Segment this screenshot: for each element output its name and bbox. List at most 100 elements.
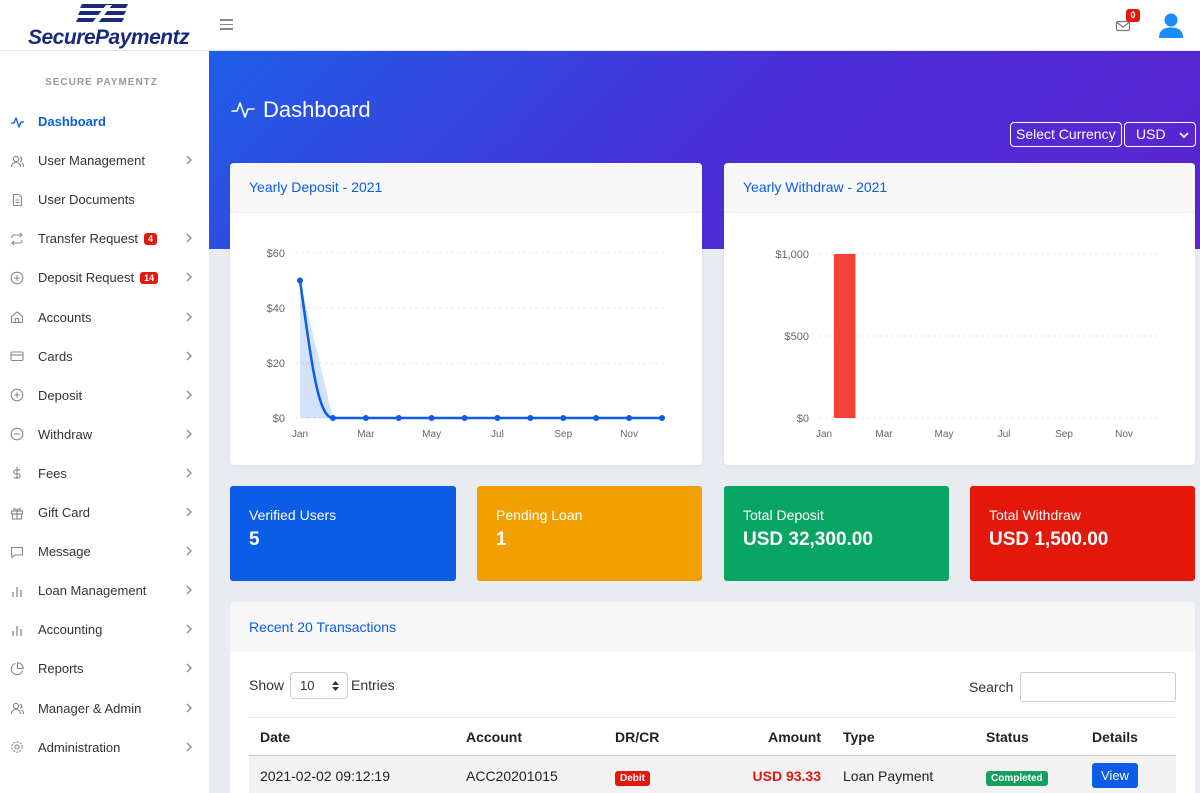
- stat-label: Pending Loan: [496, 507, 583, 523]
- stat-verified-users[interactable]: Verified Users 5: [230, 486, 456, 581]
- pie-chart-icon: [10, 662, 24, 676]
- currency-select[interactable]: USD: [1124, 122, 1196, 147]
- sidebar-item-deposit[interactable]: Deposit: [0, 376, 209, 415]
- x-tick-label: Jan: [816, 429, 832, 440]
- chevron-right-icon: [186, 272, 192, 282]
- table-controls: Show 10 Entries Search: [249, 672, 1176, 702]
- activity-icon: [10, 115, 24, 129]
- sidebar-item-label: Deposit Request: [38, 270, 135, 286]
- sidebar-item-accounting[interactable]: Accounting: [0, 610, 209, 649]
- y-tick-label: $20: [267, 358, 285, 370]
- plus-circle-icon: [10, 388, 24, 402]
- col-details[interactable]: Details: [1081, 717, 1176, 756]
- sidebar-item-user-documents[interactable]: User Documents: [0, 180, 209, 219]
- sidebar-item-reports[interactable]: Reports: [0, 649, 209, 688]
- sidebar-item-withdraw[interactable]: Withdraw: [0, 415, 209, 454]
- bar-chart-icon: [10, 584, 24, 598]
- table-row: 2021-02-02 09:12:19 ACC20201015 Debit US…: [249, 755, 1176, 793]
- series-line: [298, 280, 662, 420]
- chevron-right-icon: [186, 390, 192, 400]
- plus-circle-icon: [10, 271, 24, 285]
- stat-value: USD 1,500.00: [989, 529, 1109, 550]
- settings-icon: [10, 740, 24, 754]
- chevron-right-icon: [186, 742, 192, 752]
- yearly-withdraw-card: Yearly Withdraw - 2021 $0 $500 $1,000 Jan Ma…: [724, 163, 1195, 465]
- transactions-table: Date Account DR/CR Amount Type Status De…: [249, 717, 1176, 793]
- col-drcr[interactable]: DR/CR: [604, 717, 684, 756]
- sidebar-item-label: Transfer Request: [38, 231, 138, 247]
- col-type[interactable]: Type: [832, 717, 975, 756]
- data-point: [297, 277, 303, 284]
- sidebar-item-label: User Documents: [38, 192, 135, 208]
- col-status[interactable]: Status: [975, 717, 1081, 756]
- chevron-right-icon: [186, 703, 192, 712]
- user-avatar-icon[interactable]: [1156, 10, 1186, 40]
- brand-name: SecurePaymentz: [28, 26, 190, 49]
- home-icon: [10, 310, 24, 324]
- debit-badge: Debit: [615, 770, 650, 786]
- chevron-right-icon: [186, 468, 192, 478]
- cell-amount: USD 93.33: [684, 755, 832, 793]
- stat-value: USD 32,300.00: [743, 529, 873, 550]
- logo[interactable]: SecurePaymentz: [28, 2, 190, 49]
- logo-mark-icon: [76, 4, 128, 23]
- chevron-right-icon: [186, 663, 192, 673]
- chevron-right-icon: [186, 546, 192, 556]
- entries-label: Entries: [351, 677, 395, 693]
- sidebar-item-message[interactable]: Message: [0, 532, 209, 571]
- sidebar-item-administration[interactable]: Administration: [0, 728, 209, 767]
- col-account[interactable]: Account: [455, 717, 604, 756]
- sidebar-item-fees[interactable]: Fees: [0, 454, 209, 493]
- chevron-right-icon: [186, 624, 192, 634]
- cell-account: ACC20201015: [455, 755, 604, 793]
- sidebar-item-deposit-request[interactable]: Deposit Request 14: [0, 258, 209, 297]
- stat-total-withdraw[interactable]: Total Withdraw USD 1,500.00: [970, 486, 1195, 581]
- x-tick-label: Sep: [554, 429, 572, 440]
- sidebar-heading: SECURE PAYMENTZ: [45, 77, 158, 88]
- stat-label: Total Withdraw: [989, 507, 1081, 523]
- sort-updown-icon: [332, 681, 339, 691]
- x-tick-label: Jul: [998, 429, 1011, 440]
- sidebar-item-gift-card[interactable]: Gift Card: [0, 493, 209, 532]
- sidebar-item-dashboard[interactable]: Dashboard: [0, 102, 209, 141]
- cell-date: 2021-02-02 09:12:19: [249, 755, 455, 793]
- count-badge: 4: [143, 232, 157, 245]
- data-point: [560, 415, 567, 421]
- col-amount[interactable]: Amount: [684, 717, 832, 756]
- credit-card-icon: [10, 349, 24, 363]
- y-tick-label: $1,000: [775, 249, 809, 261]
- amount-value: USD 93.33: [752, 767, 821, 784]
- sidebar-item-accounts[interactable]: Accounts: [0, 298, 209, 337]
- sidebar-item-label: Cards: [38, 348, 73, 364]
- yearly-deposit-title: Yearly Deposit - 2021: [230, 163, 702, 213]
- stat-total-deposit[interactable]: Total Deposit USD 32,300.00: [724, 486, 949, 581]
- y-tick-label: $60: [267, 248, 285, 260]
- gift-icon: [10, 506, 24, 520]
- menu-toggle-icon[interactable]: [220, 19, 233, 31]
- sidebar-item-cards[interactable]: Cards: [0, 337, 209, 376]
- cell-type: Loan Payment: [832, 755, 975, 793]
- sidebar-item-transfer-request[interactable]: Transfer Request 4: [0, 219, 209, 258]
- y-tick-label: $40: [267, 303, 285, 315]
- sidebar-item-label: Reports: [38, 661, 84, 677]
- select-currency-button[interactable]: Select Currency: [1010, 122, 1122, 147]
- sidebar-item-loan-management[interactable]: Loan Management: [0, 571, 209, 610]
- mail-icon[interactable]: [1115, 18, 1131, 34]
- data-point: [494, 415, 501, 421]
- data-point: [527, 415, 534, 421]
- minus-circle-icon: [10, 427, 24, 441]
- search-input[interactable]: [1020, 672, 1176, 702]
- col-date[interactable]: Date: [249, 717, 455, 756]
- sidebar-item-label: Administration: [38, 739, 121, 755]
- sidebar-item-manager-admin[interactable]: Manager & Admin: [0, 689, 209, 728]
- entries-select[interactable]: 10: [290, 672, 348, 699]
- data-point: [329, 415, 336, 421]
- sidebar-item-label: Fees: [38, 465, 67, 481]
- sidebar-item-user-management[interactable]: User Management: [0, 141, 209, 180]
- chevron-right-icon: [186, 585, 192, 595]
- yearly-withdraw-chart: $0 $500 $1,000 Jan Mar May Jul Sep Nov: [775, 249, 1159, 440]
- view-button[interactable]: View: [1092, 763, 1138, 789]
- users-icon: [10, 701, 24, 715]
- stat-pending-loan[interactable]: Pending Loan 1: [477, 486, 702, 581]
- sidebar-item-label: Deposit: [38, 387, 83, 403]
